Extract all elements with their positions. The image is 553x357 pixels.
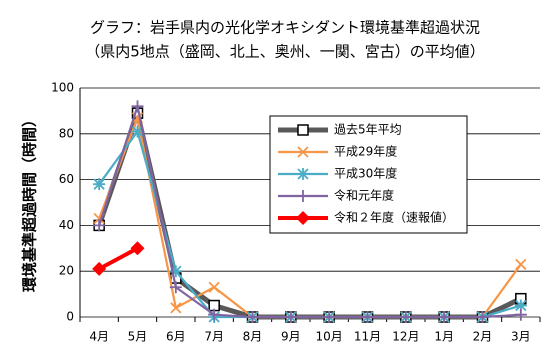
marker [297, 168, 309, 180]
x-tick-label: 8月 [243, 330, 263, 344]
chart-subtitle: （県内5地点（盛岡、北上、奥州、一関、宮古）の平均値） [85, 43, 485, 61]
x-tick-label: 3月 [511, 330, 531, 344]
x-tick-label: 9月 [281, 330, 301, 344]
marker [169, 265, 182, 278]
marker [296, 211, 310, 225]
y-tick-label: 60 [59, 172, 74, 186]
x-tick-label: 1月 [434, 330, 454, 344]
marker [246, 311, 259, 323]
marker [93, 178, 106, 191]
legend-label: 平成29年度 [334, 144, 397, 159]
data-line [98, 102, 521, 319]
marker [208, 308, 221, 321]
y-tick-label: 20 [59, 264, 74, 278]
marker [284, 311, 297, 323]
x-tick-label: 5月 [128, 330, 148, 344]
marker [130, 241, 145, 256]
legend-label: 令和元年度 [334, 188, 394, 203]
marker [515, 258, 527, 270]
marker [297, 190, 309, 202]
marker [93, 219, 106, 232]
marker [361, 311, 374, 323]
y-tick-label: 0 [66, 310, 74, 324]
legend-label: 令和２年度（速報値） [334, 210, 454, 225]
marker [131, 100, 144, 113]
marker [169, 281, 182, 294]
data-line [98, 246, 139, 271]
legend-label: 平成30年度 [334, 166, 397, 181]
marker [514, 299, 527, 312]
x-tick-label: 11月 [354, 330, 381, 344]
marker [131, 125, 144, 138]
marker [438, 311, 451, 323]
series [93, 100, 527, 323]
marker [92, 261, 107, 276]
marker [208, 281, 220, 293]
y-tick-label: 40 [59, 218, 74, 232]
x-tick-label: 4月 [89, 330, 109, 344]
x-tick-label: 7月 [204, 330, 224, 344]
x-tick-label: 6月 [166, 330, 186, 344]
marker [297, 124, 309, 136]
x-tick-label: 2月 [473, 330, 493, 344]
y-axis-label: 環境基準超過時間（時間） [21, 112, 39, 292]
y-tick-label: 100 [51, 81, 74, 95]
marker [399, 311, 412, 323]
x-tick-label: 12月 [392, 330, 419, 344]
marker [323, 311, 336, 323]
marker [170, 302, 182, 314]
marker [297, 146, 309, 158]
y-tick-label: 80 [59, 126, 74, 140]
legend-label: 過去5年平均 [334, 123, 402, 137]
marker [514, 308, 527, 321]
series [92, 241, 145, 276]
x-tick-label: 10月 [316, 330, 343, 344]
marker [476, 311, 489, 323]
chart-title: グラフ：岩手県内の光化学オキシダント環境基準超過状況 [90, 19, 480, 37]
